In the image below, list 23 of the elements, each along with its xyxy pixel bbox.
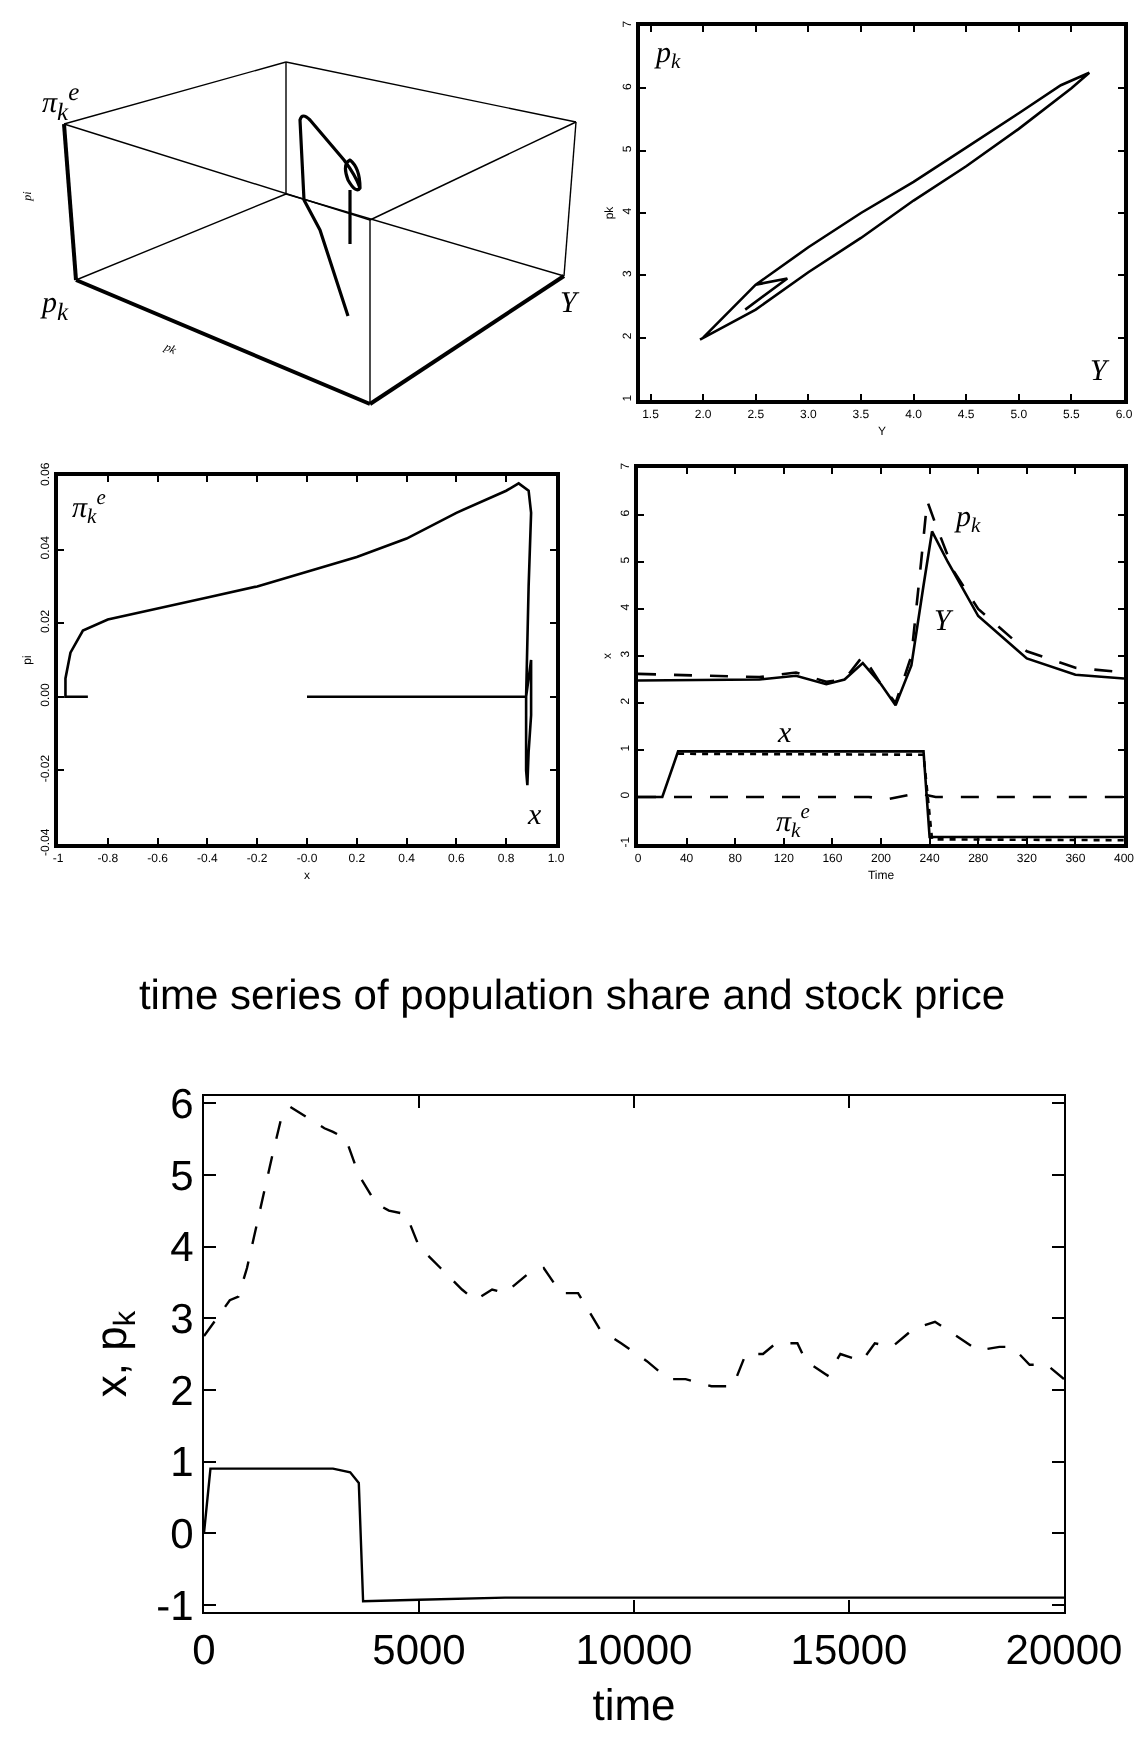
- text: p$_{k}$: [42, 288, 69, 326]
- y-tick-label: 3: [170, 1296, 194, 1343]
- y-tick-label: -1: [156, 1583, 194, 1630]
- annotation: p$_{k}$: [654, 38, 681, 75]
- y-tick-label: 4: [170, 1225, 195, 1272]
- chart-title: time series of population share and stock price: [138, 973, 1006, 1020]
- annotation: p$_{k}$: [954, 502, 981, 539]
- y-tick-label: 0: [170, 1511, 194, 1558]
- x-axis-title: time: [592, 1680, 676, 1731]
- y-tick-label: 2: [170, 1368, 194, 1415]
- annotation: x: [776, 718, 792, 750]
- y-tick-label: 1: [170, 1440, 194, 1487]
- y-tick-label: 6: [170, 1081, 194, 1128]
- x-tick-label: 5000: [372, 1628, 466, 1675]
- x-tick-label: 10000: [575, 1628, 693, 1675]
- annotation: Y: [934, 606, 954, 638]
- x-tick-label: 15000: [790, 1628, 908, 1675]
- y-tick-label: 5: [170, 1153, 194, 1200]
- text: Y: [560, 288, 577, 320]
- x-tick-label: 20000: [1005, 1628, 1123, 1675]
- line-series: [698, 71, 1091, 341]
- annotation: x: [526, 800, 542, 832]
- annotation: Y: [1090, 356, 1110, 388]
